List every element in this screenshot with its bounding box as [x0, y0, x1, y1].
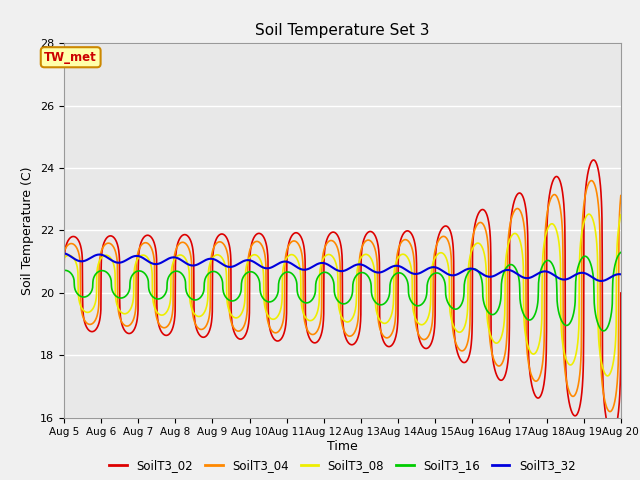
SoilT3_16 [504, 263, 512, 269]
SoilT3_04 [504, 239, 512, 244]
SoilT3_08 [371, 268, 378, 274]
SoilT3_32 [216, 259, 223, 265]
SoilT3_04 [60, 249, 68, 255]
SoilT3_04 [216, 239, 223, 245]
Line: SoilT3_32: SoilT3_32 [64, 253, 621, 281]
Line: SoilT3_16: SoilT3_16 [64, 252, 621, 331]
SoilT3_32 [60, 251, 68, 256]
SoilT3_02 [358, 243, 366, 249]
SoilT3_16 [617, 250, 625, 255]
SoilT3_32 [583, 271, 591, 277]
SoilT3_16 [216, 272, 223, 277]
Line: SoilT3_04: SoilT3_04 [64, 180, 621, 411]
SoilT3_02 [371, 232, 378, 238]
SoilT3_08 [568, 362, 575, 368]
SoilT3_04 [606, 408, 614, 414]
SoilT3_02 [60, 280, 68, 286]
SoilT3_04 [371, 244, 378, 250]
SoilT3_08 [358, 253, 366, 259]
SoilT3_16 [600, 328, 607, 334]
SoilT3_04 [568, 393, 575, 398]
SoilT3_02 [589, 157, 597, 163]
Line: SoilT3_02: SoilT3_02 [64, 160, 621, 433]
SoilT3_16 [371, 298, 378, 304]
SoilT3_02 [568, 408, 575, 414]
SoilT3_08 [504, 242, 512, 248]
SoilT3_32 [568, 274, 575, 280]
SoilT3_02 [583, 175, 591, 181]
SoilT3_04 [588, 178, 595, 183]
SoilT3_04 [583, 185, 591, 191]
X-axis label: Time: Time [327, 440, 358, 453]
SoilT3_02 [617, 290, 625, 296]
SoilT3_08 [583, 213, 591, 218]
Title: Soil Temperature Set 3: Soil Temperature Set 3 [255, 23, 429, 38]
SoilT3_08 [617, 212, 625, 217]
SoilT3_32 [504, 267, 512, 273]
SoilT3_08 [60, 255, 68, 261]
Y-axis label: Soil Temperature (C): Soil Temperature (C) [22, 166, 35, 295]
SoilT3_32 [358, 262, 366, 268]
Legend: SoilT3_02, SoilT3_04, SoilT3_08, SoilT3_16, SoilT3_32: SoilT3_02, SoilT3_04, SoilT3_08, SoilT3_… [104, 455, 580, 477]
SoilT3_16 [60, 267, 68, 273]
SoilT3_04 [358, 243, 366, 249]
Line: SoilT3_08: SoilT3_08 [64, 214, 621, 376]
SoilT3_08 [585, 211, 593, 217]
SoilT3_02 [608, 431, 616, 436]
SoilT3_02 [504, 357, 512, 363]
Text: TW_met: TW_met [44, 51, 97, 64]
SoilT3_08 [604, 373, 611, 379]
SoilT3_04 [617, 192, 625, 198]
SoilT3_32 [597, 278, 605, 284]
SoilT3_32 [617, 272, 625, 277]
SoilT3_02 [216, 232, 223, 238]
SoilT3_08 [216, 252, 223, 258]
SoilT3_16 [568, 317, 575, 323]
SoilT3_16 [583, 254, 591, 260]
SoilT3_16 [358, 270, 366, 276]
SoilT3_32 [371, 269, 378, 275]
